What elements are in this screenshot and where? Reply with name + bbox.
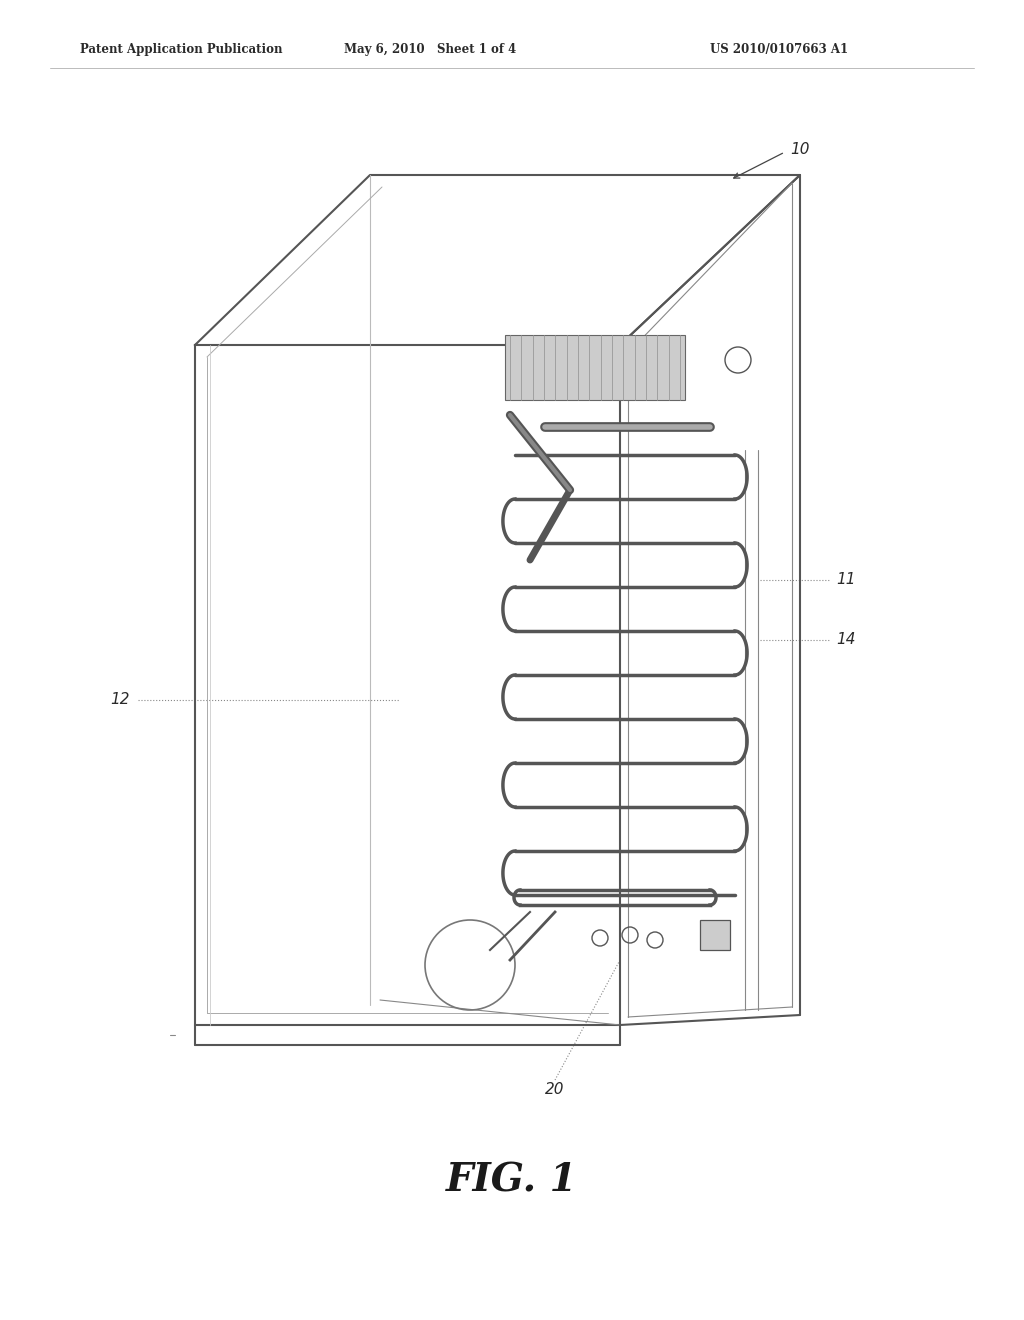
Polygon shape	[700, 920, 730, 950]
Text: 14: 14	[836, 632, 855, 648]
Text: US 2010/0107663 A1: US 2010/0107663 A1	[710, 44, 848, 57]
Text: 10: 10	[790, 143, 810, 157]
Text: FIG. 1: FIG. 1	[446, 1162, 578, 1199]
Text: May 6, 2010   Sheet 1 of 4: May 6, 2010 Sheet 1 of 4	[344, 44, 516, 57]
Text: 20: 20	[545, 1082, 565, 1097]
Text: 12: 12	[111, 693, 130, 708]
Polygon shape	[505, 335, 685, 400]
Text: Patent Application Publication: Patent Application Publication	[80, 44, 283, 57]
Text: 11: 11	[836, 573, 855, 587]
